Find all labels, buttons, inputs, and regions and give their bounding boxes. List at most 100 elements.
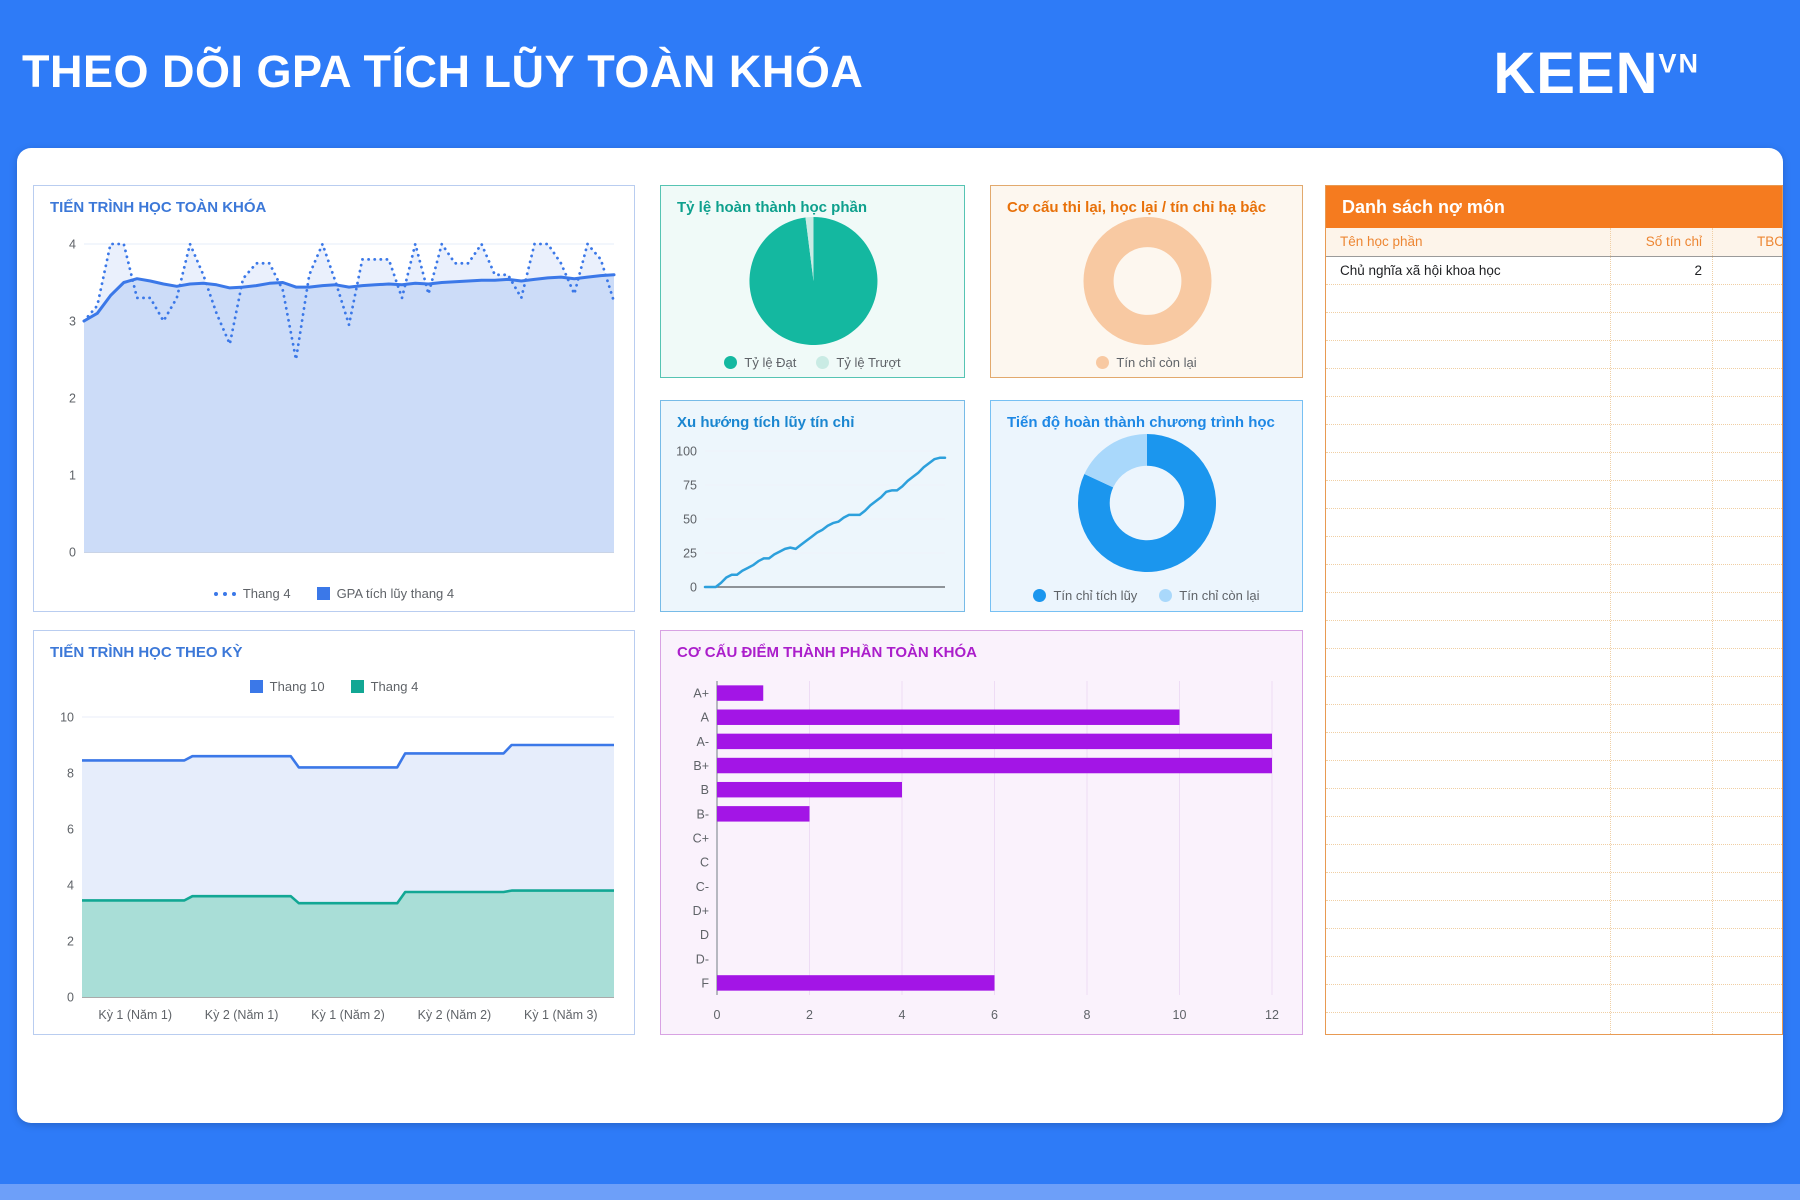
panel-completion-pie[interactable]: Tỷ lệ hoàn thành học phần Tỷ lệ Đạt Tỷ l… bbox=[660, 185, 965, 378]
cell-tbc bbox=[1713, 257, 1782, 284]
gpa-total-chart-svg: 0 1 2 3 4 bbox=[69, 238, 616, 560]
legend-item-gpa-tichluy: GPA tích lũy thang 4 bbox=[316, 586, 455, 601]
brand-logo: KEENVN bbox=[1493, 40, 1700, 107]
svg-text:0: 0 bbox=[714, 1008, 721, 1022]
legend-item-tinchi-conlai: Tín chỉ còn lại bbox=[1096, 355, 1197, 370]
svg-text:F: F bbox=[701, 976, 709, 990]
legend-label: Tín chỉ còn lại bbox=[1116, 355, 1197, 370]
panel-progress-title: Tiến độ hoàn thành chương trình học bbox=[1007, 414, 1275, 431]
peach-dot-swatch-icon bbox=[1096, 356, 1110, 369]
program-progress-chart-svg bbox=[1078, 434, 1217, 572]
svg-text:2: 2 bbox=[806, 1008, 813, 1022]
debt-table-empty-row bbox=[1326, 621, 1782, 649]
debt-table-empty-row bbox=[1326, 817, 1782, 845]
col-header-ten-hoc-phan: Tên học phần bbox=[1326, 228, 1611, 256]
svg-text:6: 6 bbox=[991, 1008, 998, 1022]
debt-table: Tên học phần Số tín chỉ TBC Chủ nghĩa xã… bbox=[1326, 228, 1783, 1034]
svg-text:8: 8 bbox=[1084, 1008, 1091, 1022]
debt-table-empty-row bbox=[1326, 593, 1782, 621]
semester-progress-chart: 0 2 4 6 8 10 Kỳ 1 (Năm 1) Kỳ 2 (Năm 1) Kỳ 1 (Năm… bbox=[42, 709, 628, 1027]
progress-legend: Tín chỉ tích lũy Tín chỉ còn lại bbox=[991, 588, 1302, 603]
debt-table-column-headers: Tên học phần Số tín chỉ TBC bbox=[1326, 228, 1783, 257]
debt-table-empty-row bbox=[1326, 705, 1782, 733]
svg-text:B: B bbox=[701, 783, 709, 797]
debt-table-empty-row bbox=[1326, 285, 1782, 313]
debt-table-empty-row bbox=[1326, 341, 1782, 369]
col-header-so-tin-chi: Số tín chỉ bbox=[1611, 228, 1713, 256]
debt-table-empty-row bbox=[1326, 677, 1782, 705]
debt-table-empty-row bbox=[1326, 733, 1782, 761]
debt-table-empty-row bbox=[1326, 481, 1782, 509]
cell-course-name: Chủ nghĩa xã hội khoa học bbox=[1326, 257, 1611, 284]
blue-square-swatch-icon bbox=[316, 587, 330, 600]
svg-text:4: 4 bbox=[899, 1008, 906, 1022]
svg-text:4: 4 bbox=[67, 879, 74, 893]
panel-credit-trend[interactable]: Xu hướng tích lũy tín chỉ 0 25 50 75 100 bbox=[660, 400, 965, 612]
panel-credit-trend-title: Xu hướng tích lũy tín chỉ bbox=[677, 414, 855, 431]
svg-text:Kỳ 1 (Năm 3): Kỳ 1 (Năm 3) bbox=[524, 1008, 598, 1022]
svg-text:D+: D+ bbox=[693, 904, 709, 918]
legend-item-thang4: Thang 4 bbox=[213, 586, 291, 601]
svg-text:1: 1 bbox=[69, 469, 76, 483]
debt-table-empty-row bbox=[1326, 453, 1782, 481]
debt-table-empty-row bbox=[1326, 957, 1782, 985]
gpa-total-chart: 0 1 2 3 4 bbox=[42, 232, 628, 566]
svg-text:2: 2 bbox=[67, 935, 74, 949]
debt-table-empty-row bbox=[1326, 565, 1782, 593]
footer-strip bbox=[0, 1184, 1800, 1200]
panel-debt-table[interactable]: Danh sách nợ môn Tên học phần Số tín chỉ… bbox=[1325, 185, 1783, 1035]
svg-text:10: 10 bbox=[1173, 1008, 1187, 1022]
svg-text:B-: B- bbox=[697, 807, 710, 821]
blue-square-swatch-icon bbox=[249, 680, 263, 693]
svg-text:C+: C+ bbox=[693, 832, 709, 846]
svg-text:12: 12 bbox=[1265, 1008, 1279, 1022]
debt-table-empty-row bbox=[1326, 313, 1782, 341]
completion-pie-chart bbox=[747, 216, 880, 346]
svg-text:C-: C- bbox=[696, 880, 709, 894]
blue-dot-swatch-icon bbox=[1033, 589, 1047, 602]
panel-grade-distribution[interactable]: CƠ CẤU ĐIỂM THÀNH PHẦN TOÀN KHÓA 0 2 4 6 8 10… bbox=[660, 630, 1303, 1035]
panel-gpa-total-title: TIẾN TRÌNH HỌC TOÀN KHÓA bbox=[50, 199, 267, 216]
debt-table-empty-row bbox=[1326, 509, 1782, 537]
credit-trend-chart-svg: 0 25 50 75 100 bbox=[676, 445, 947, 595]
svg-text:Kỳ 2 (Năm 1): Kỳ 2 (Năm 1) bbox=[205, 1008, 279, 1022]
legend-item-thang10: Thang 10 bbox=[249, 679, 325, 694]
col-header-tbc: TBC bbox=[1757, 234, 1783, 249]
svg-text:100: 100 bbox=[676, 445, 697, 459]
debt-table-empty-row bbox=[1326, 873, 1782, 901]
svg-text:50: 50 bbox=[683, 513, 697, 527]
panel-gpa-total[interactable]: TIẾN TRÌNH HỌC TOÀN KHÓA 0 1 2 3 4 Thang 4 G… bbox=[33, 185, 635, 612]
legend-item-dat: Tỷ lệ Đạt bbox=[724, 355, 796, 370]
debt-table-empty-row bbox=[1326, 985, 1782, 1013]
page-title: THEO DÕI GPA TÍCH LŨY TOÀN KHÓA bbox=[22, 46, 864, 97]
legend-label: Thang 10 bbox=[269, 679, 325, 694]
brand-name: KEEN bbox=[1493, 41, 1659, 106]
legend-label: GPA tích lũy thang 4 bbox=[336, 586, 455, 601]
debt-table-empty-rows bbox=[1326, 285, 1782, 1034]
svg-text:25: 25 bbox=[683, 547, 697, 561]
panel-semester-title: TIẾN TRÌNH HỌC THEO KỲ bbox=[50, 644, 243, 661]
debt-table-empty-row bbox=[1326, 929, 1782, 957]
debt-table-empty-row bbox=[1326, 369, 1782, 397]
panel-program-progress[interactable]: Tiến độ hoàn thành chương trình học Tín … bbox=[990, 400, 1303, 612]
light-blue-dot-swatch-icon bbox=[1159, 589, 1173, 602]
panel-semester-progress[interactable]: TIẾN TRÌNH HỌC THEO KỲ Thang 10 Thang 4 … bbox=[33, 630, 635, 1035]
panel-grades-title: CƠ CẤU ĐIỂM THÀNH PHẦN TOÀN KHÓA bbox=[677, 644, 978, 661]
legend-item-conlai: Tín chỉ còn lại bbox=[1159, 588, 1260, 603]
svg-text:A-: A- bbox=[697, 735, 710, 749]
pale-teal-dot-swatch-icon bbox=[816, 356, 830, 369]
debt-table-empty-row bbox=[1326, 425, 1782, 453]
debt-table-empty-row bbox=[1326, 397, 1782, 425]
svg-text:4: 4 bbox=[69, 238, 76, 252]
retake-legend: Tín chỉ còn lại bbox=[991, 355, 1302, 370]
teal-square-swatch-icon bbox=[350, 680, 364, 693]
legend-label: Tín chỉ tích lũy bbox=[1053, 588, 1138, 603]
panel-retake-donut[interactable]: Cơ cấu thi lại, học lại / tín chỉ hạ bậc… bbox=[990, 185, 1303, 378]
svg-text:A: A bbox=[701, 711, 710, 725]
svg-text:0: 0 bbox=[690, 581, 697, 595]
legend-item-truot: Tỷ lệ Trượt bbox=[816, 355, 901, 370]
svg-text:2: 2 bbox=[69, 392, 76, 406]
debt-table-header: Danh sách nợ môn bbox=[1326, 186, 1782, 228]
